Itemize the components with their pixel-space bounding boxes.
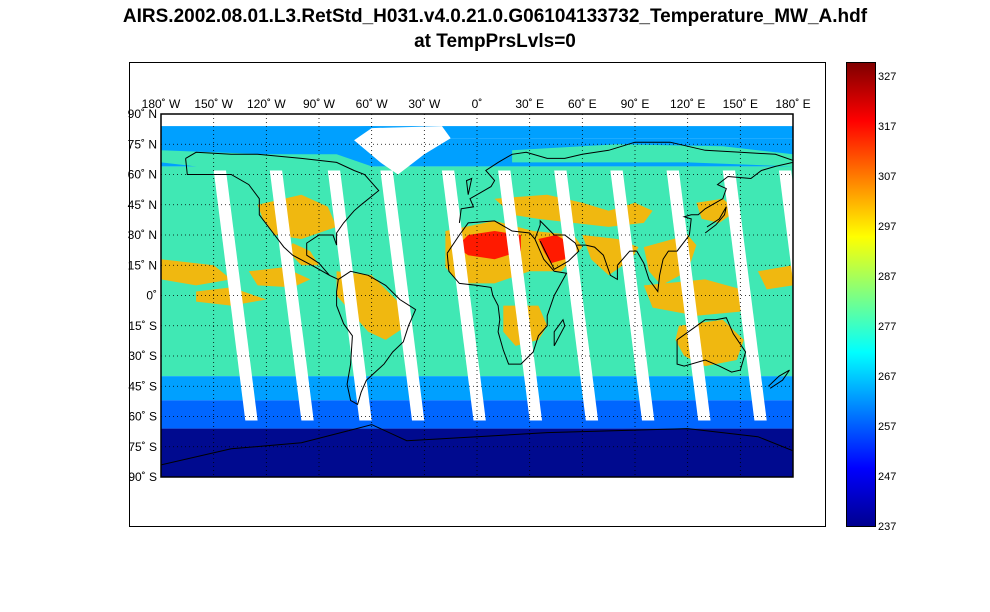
band-antarctic [161,428,793,477]
missing-data-swaths [213,170,793,421]
lon-label: 30˚ W [408,97,441,111]
lat-label: 0˚ [146,289,157,303]
missing-swath [441,170,486,421]
lon-label: 150˚ E [723,97,758,111]
figure-title-line1: AIRS.2002.08.01.L3.RetStd_H031.v4.0.21.0… [122,6,868,27]
lat-label: 90˚ S [128,470,157,484]
missing-band-north [161,114,793,127]
missing-swath [554,170,599,421]
colorbar-tick-label: 237 [878,521,897,533]
lon-label: 120˚ W [247,97,286,111]
lon-label: 60˚ E [568,97,597,111]
coastline [534,219,580,270]
siberia-mild [512,144,793,167]
warm-region [494,194,653,227]
missing-swath [722,170,767,421]
coastline [704,206,727,234]
lat-label: 90˚ N [128,107,157,121]
colorbar-tick-label: 247 [878,471,897,483]
colorbar [846,62,876,527]
colorbar-tick-label: 277 [878,321,897,333]
lon-label: 30˚ E [515,97,544,111]
lat-label: 15˚ N [128,258,157,272]
lat-label: 45˚ S [128,379,157,393]
graticule [161,114,793,477]
missing-swath [269,170,314,421]
coastline [768,369,790,389]
missing-swath [380,170,425,421]
lon-label: 90˚ W [303,97,336,111]
figure-title-line2: at TempPrsLvls=0 [414,31,576,52]
warm-region [696,198,737,223]
longitude-labels: 180˚ W 150˚ W 120˚ W 90˚ W 60˚ W 30˚ W 0˚ 30˚ E… [142,97,811,111]
coastline [348,424,793,452]
coastlines [161,141,793,466]
colorbar-tick-label: 257 [878,421,897,433]
lat-label: 75˚ N [128,137,157,151]
lon-label: 0˚ [472,97,483,111]
lat-label: 45˚ N [128,198,157,212]
coastline [446,220,568,365]
coastline [676,317,747,373]
colorbar-tick-label: 307 [878,171,897,183]
lat-label: 15˚ S [128,319,157,333]
map-border [160,113,794,478]
colorbar-tick-label: 267 [878,371,897,383]
missing-swath [213,170,258,421]
missing-swath [610,170,655,421]
lat-label: 60˚ N [128,168,157,182]
lon-label: 180˚ E [775,97,810,111]
missing-swath [498,170,542,421]
lat-label: 60˚ S [128,410,157,424]
warm-region [643,279,750,316]
warm-region [287,243,319,266]
lon-label: 180˚ W [142,97,181,111]
greenland-missing [354,126,451,175]
lon-label: 90˚ E [621,97,650,111]
lat-label: 30˚ S [128,349,157,363]
coastline [465,177,473,195]
colorbar-tick-label: 317 [878,121,897,133]
coastline [577,161,793,293]
lat-label: 30˚ N [128,228,157,242]
latitude-labels: 90˚ N 75˚ N 60˚ N 45˚ N 30˚ N 15˚ N 0˚ 15˚ S 30˚… [128,107,157,484]
lon-label: 150˚ W [194,97,233,111]
colorbar-tick-label: 297 [878,221,897,233]
hot-region-sahara [455,231,521,260]
coastline [553,318,566,347]
missing-swath [779,170,793,282]
coastline [185,151,380,280]
coastline [161,430,349,466]
warm-region [757,265,793,290]
colorbar-tick-label: 287 [878,271,897,283]
coastline [336,270,417,406]
lat-label: 75˚ S [128,440,157,454]
colorbar-tick-label: 327 [878,71,897,83]
lon-label: 120˚ E [670,97,705,111]
missing-swath [666,170,711,421]
lon-label: 60˚ W [356,97,389,111]
coastline [458,141,793,223]
